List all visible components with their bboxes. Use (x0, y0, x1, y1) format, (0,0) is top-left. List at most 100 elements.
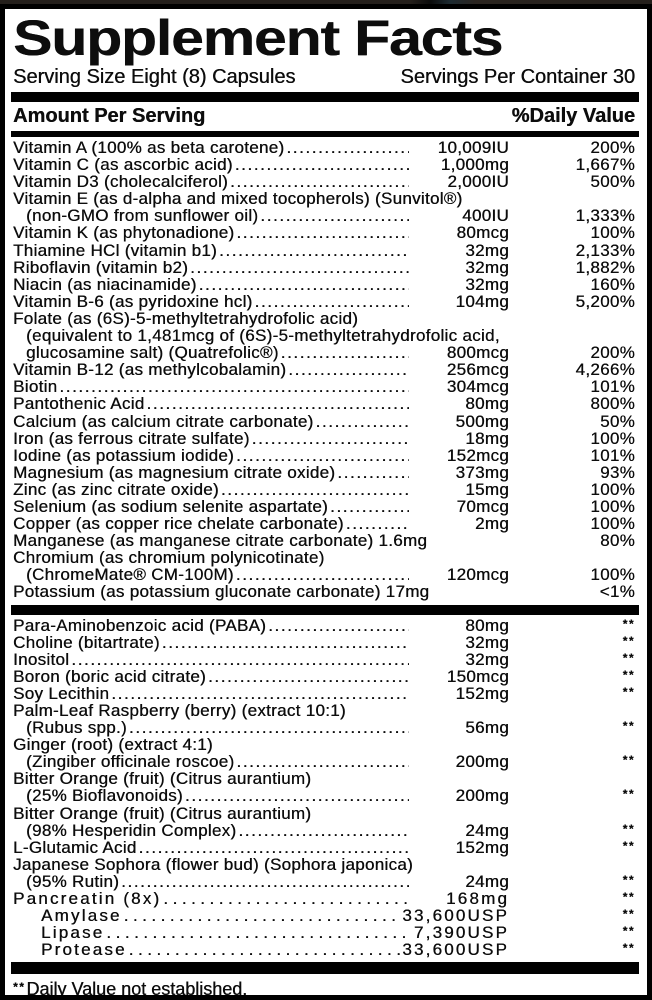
amount-per-serving-header: Amount Per Serving (13, 105, 206, 127)
leader-dots (236, 225, 409, 242)
daily-value: ** (622, 941, 635, 956)
leader-dots (281, 345, 409, 362)
amount-value: 256mcg (446, 360, 509, 380)
daily-value: ** (622, 890, 635, 905)
supplement-facts-panel: Supplement Facts Serving Size Eight (8) … (0, 4, 652, 1000)
amount-value: 2,000IU (447, 172, 509, 192)
nutrient-name: Thiamine HCl (vitamin b1) (13, 240, 217, 260)
nutrient-name: Vitamin K (as phytonadione) (13, 223, 235, 243)
column-header-row: Amount Per Serving %Daily Value (13, 105, 635, 128)
nutrient-name: Vitamin C (as ascorbic acid) (13, 155, 233, 175)
daily-value: 100% (590, 496, 635, 516)
nutrient-line: Amylase 33,600USP ** (13, 906, 635, 926)
nutrient-name: Copper (as copper rice chelate carbonate… (13, 514, 344, 534)
leader-dots (238, 823, 409, 840)
nutrient-line: L-Glutamic Acid 152mg ** (13, 838, 635, 857)
leader-dots (111, 686, 409, 703)
amount-value: 304mcg (446, 377, 509, 397)
nutrient-name: Iron (as ferrous citrate sulfate) (13, 428, 250, 448)
window-edge-strip (0, 0, 652, 4)
leader-dots (236, 754, 409, 771)
nutrient-name: glucosamine salt) (Quatrefolic®) (26, 343, 279, 363)
nutrient-line: Vitamin E (as d-alpha and mixed tocopher… (13, 191, 635, 208)
nutrient-line: Bitter Orange (fruit) (Citrus aurantium) (13, 803, 635, 823)
leader-dots (221, 482, 409, 499)
daily-value: 93% (600, 462, 635, 482)
leader-dots (59, 379, 409, 396)
leader-dots (346, 516, 409, 533)
nutrient-name: Boron (boric acid citrate) (13, 666, 206, 686)
amount-value: 33,600USP (402, 940, 509, 960)
nutrient-name: (95% Rutin) (26, 871, 120, 891)
leader-dots (146, 396, 409, 413)
panel-title: Supplement Facts (13, 10, 503, 66)
daily-value: 200% (590, 343, 635, 363)
leader-dots (230, 174, 409, 191)
nutrient-name: Pancreatin (8x) (13, 889, 162, 909)
amount-value: 80mcg (456, 223, 509, 243)
nutrient-name: (Rubus spp.) (26, 718, 127, 738)
daily-value: ** (622, 753, 635, 768)
daily-value: 800% (590, 394, 635, 414)
nutrient-name: Niacin (as niacinamide) (13, 274, 197, 294)
leader-dots (286, 140, 409, 157)
footnote-divider (11, 962, 639, 975)
nutrient-line: Zinc (as zinc citrate oxide) 15mg 100% (13, 479, 635, 499)
daily-value: 100% (590, 223, 635, 243)
nutrient-line: Iron (as ferrous citrate sulfate) 18mg 100… (13, 428, 635, 448)
amount-value: 200mg (455, 752, 509, 772)
nutrient-line: Biotin 304mcg 101% (13, 379, 635, 396)
nutrient-line: Bitter Orange (fruit) (Citrus aurantium) (13, 771, 635, 788)
divider-thin (11, 131, 639, 137)
nutrient-name: (non-GMO from sunflower oil) (26, 206, 259, 226)
daily-value: 80% (600, 531, 635, 551)
amount-value: 32mg (465, 274, 509, 294)
nutrient-name: Inositol (13, 649, 70, 669)
nutrient-name: Bitter Orange (fruit) (Citrus aurantium) (13, 803, 312, 823)
nutrient-line: (25% Bioflavonoids) 200mg ** (13, 787, 635, 805)
nutrient-line: (equivalent to 1,481mcg of (6S)-5-methyl… (13, 327, 635, 345)
amount-value: 15mg (465, 479, 509, 499)
daily-value: 160% (590, 274, 635, 294)
amount-value: 56mg (465, 718, 509, 738)
daily-value: 500% (590, 172, 635, 192)
leader-dots (236, 567, 409, 584)
nutrient-line: Manganese (as manganese citrate carbonat… (13, 531, 635, 551)
amount-value: 18mg (465, 428, 509, 448)
nutrient-name: Amylase (41, 906, 122, 926)
nutrient-line: (95% Rutin) 24mg ** (13, 871, 635, 891)
daily-value: 2,133% (575, 240, 635, 260)
leader-dots (268, 618, 409, 635)
leader-dots (124, 908, 401, 925)
leader-dots (337, 465, 409, 482)
footnote-marker: ** (13, 980, 26, 995)
amount-value: 32mg (465, 632, 509, 652)
nutrient-line: (non-GMO from sunflower oil) 400IU 1,333% (13, 208, 635, 225)
amount-value: 10,009IU (437, 138, 509, 157)
leader-dots (106, 925, 409, 942)
nutrient-line: Magnesium (as magnesium citrate oxide) 37… (13, 462, 635, 482)
nutrient-name: Vitamin A (100% as beta carotene) (13, 138, 285, 157)
nutrient-line: Soy Lecithin 152mg ** (13, 683, 635, 703)
leader-dots (129, 720, 409, 737)
nutrient-line: Riboflavin (vitamin b2) 32mg 1,882% (13, 257, 635, 277)
nutrient-name: Calcium (as calcium citrate carbonate) (13, 411, 314, 431)
nutrient-name: Japanese Sophora (flower bud) (Sophora j… (13, 854, 413, 874)
nutrient-line: Calcium (as calcium citrate carbonate) 50… (13, 411, 635, 431)
daily-value: 100% (590, 565, 635, 585)
daily-value: 1,882% (575, 257, 635, 277)
leader-dots (235, 157, 409, 174)
amount-value: 150mcg (446, 666, 509, 686)
amount-value: 1.6mg (373, 531, 428, 551)
daily-value: ** (622, 616, 635, 631)
amount-value: 152mg (455, 683, 509, 703)
nutrient-name: Soy Lecithin (13, 683, 110, 703)
nutrient-line: Lipase 7,390USP ** (13, 924, 635, 942)
daily-value: ** (622, 821, 635, 836)
daily-value: ** (622, 838, 635, 853)
leader-dots (71, 652, 409, 669)
nutrient-line: (Rubus spp.) 56mg ** (13, 718, 635, 738)
nutrient-name: Biotin (13, 377, 58, 397)
leader-dots (162, 635, 409, 652)
nutrient-name: Zinc (as zinc citrate oxide) (13, 479, 219, 499)
